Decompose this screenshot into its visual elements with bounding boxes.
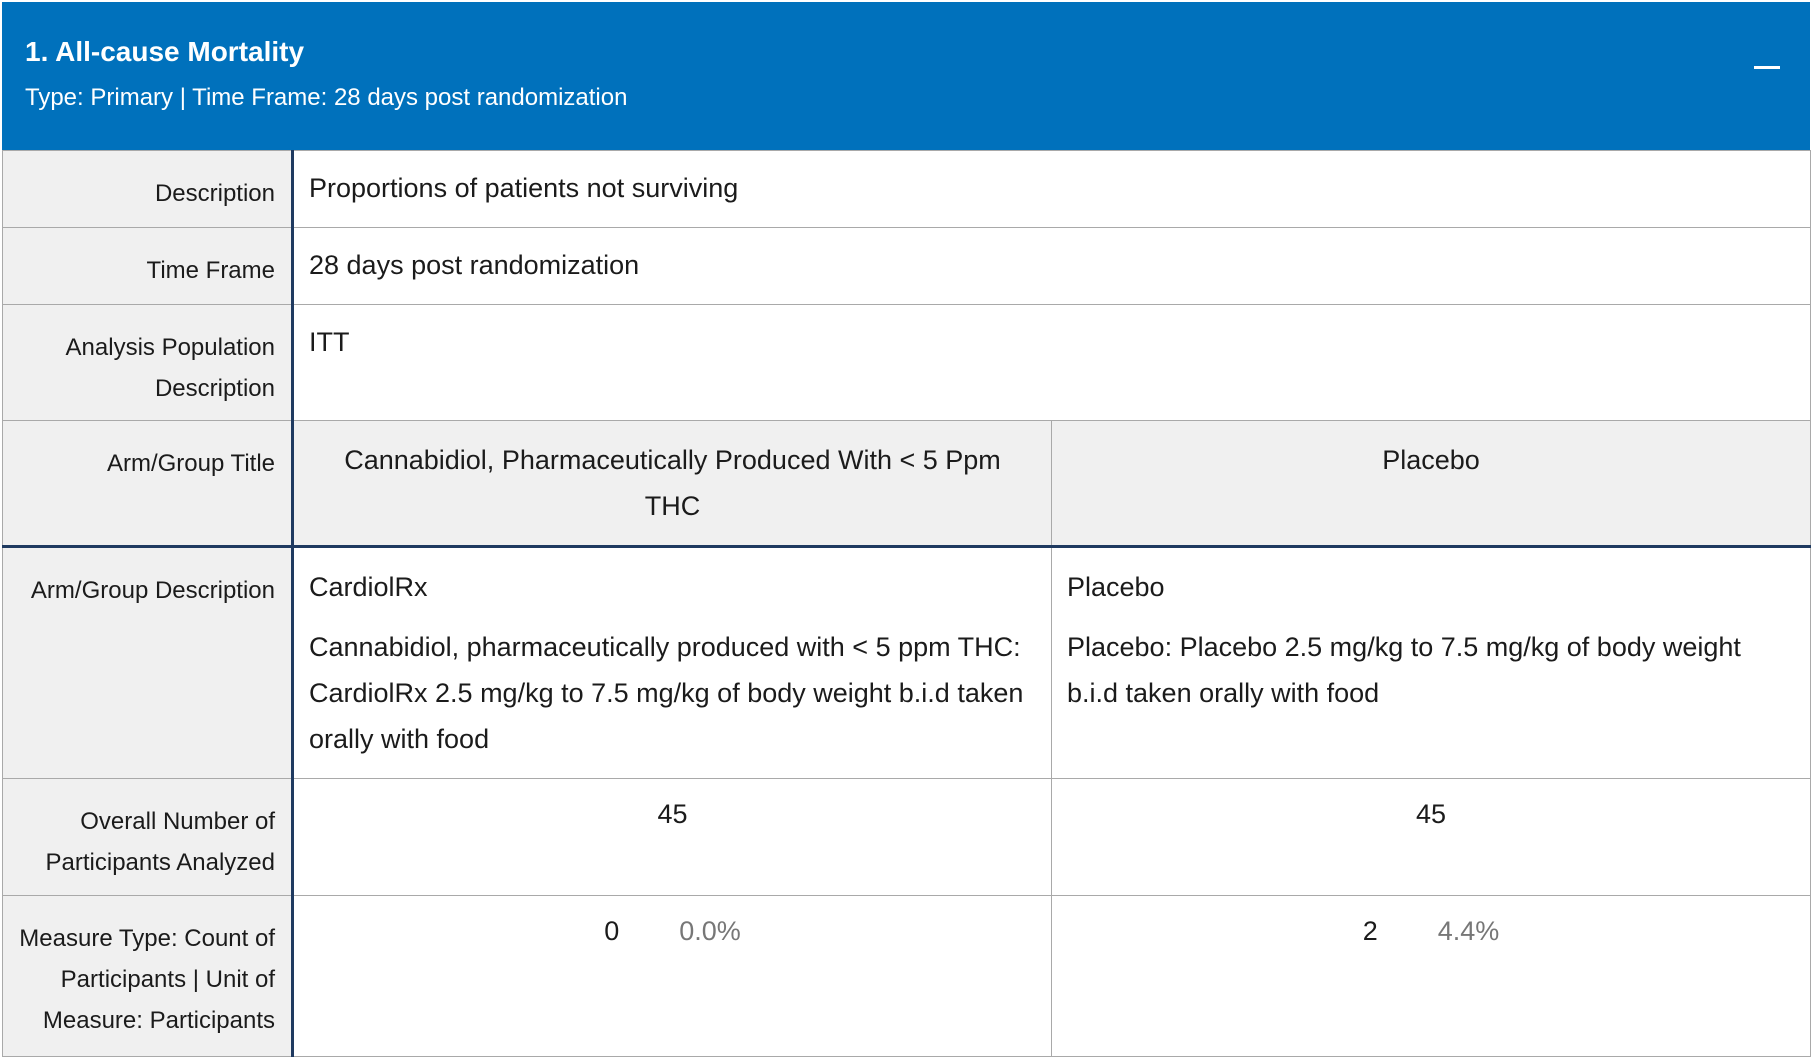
row-label-description: Description: [2, 150, 294, 228]
row-label-time-frame: Time Frame: [2, 227, 294, 305]
overall-count-placebo: 45: [1050, 778, 1812, 896]
table-row: Description Proportions of patients not …: [2, 150, 1812, 228]
measure-percent: 0.0%: [679, 916, 741, 946]
arm-title-cannabidiol: Cannabidiol, Pharmaceutically Produced W…: [292, 420, 1052, 548]
row-label-measure: Measure Type: Count of Participants | Un…: [2, 895, 294, 1057]
outcome-title: 1. All-cause Mortality: [25, 36, 305, 67]
table-row: Measure Type: Count of Participants | Un…: [2, 895, 1812, 1057]
description-value: Proportions of patients not surviving: [291, 150, 1812, 228]
row-label-overall: Overall Number of Participants Analyzed: [2, 778, 294, 896]
measure-cell-placebo: 2 4.4%: [1050, 895, 1812, 1057]
measure-count: 0: [604, 916, 620, 946]
measure-count: 2: [1362, 916, 1378, 946]
outcome-subtitle: Type: Primary | Time Frame: 28 days post…: [25, 84, 628, 111]
table-row: Arm/Group Description CardiolRx Cannabid…: [2, 546, 1812, 779]
row-label-arm-description: Arm/Group Description: [2, 546, 294, 779]
arm-description-cannabidiol: CardiolRx Cannabidiol, pharmaceutically …: [292, 546, 1052, 779]
table-row: Arm/Group Title Cannabidiol, Pharmaceuti…: [2, 420, 1812, 548]
arm-name: CardiolRx: [309, 572, 428, 602]
arm-title-placebo: Placebo: [1050, 420, 1812, 548]
table-row: Time Frame 28 days post randomization: [2, 227, 1812, 305]
arm-name: Placebo: [1067, 572, 1165, 602]
minus-icon[interactable]: [1754, 66, 1780, 69]
arm-description-placebo: Placebo Placebo: Placebo 2.5 mg/kg to 7.…: [1050, 546, 1812, 779]
time-frame-value: 28 days post randomization: [291, 227, 1812, 305]
outcome-header[interactable]: 1. All-cause Mortality Type: Primary | T…: [2, 2, 1810, 150]
row-label-population: Analysis Population Description: [2, 304, 294, 421]
measure-percent: 4.4%: [1437, 916, 1500, 946]
measure-cell-cannabidiol: 0 0.0%: [292, 895, 1052, 1057]
table-row: Overall Number of Participants Analyzed …: [2, 778, 1812, 896]
overall-count-cannabidiol: 45: [292, 778, 1052, 896]
population-value: ITT: [291, 304, 1812, 421]
row-label-arm-title: Arm/Group Title: [2, 420, 294, 548]
table-row: Analysis Population Description ITT: [2, 304, 1812, 421]
arm-text: Placebo: Placebo 2.5 mg/kg to 7.5 mg/kg …: [1067, 632, 1741, 708]
outcome-table: Description Proportions of patients not …: [2, 150, 1812, 1057]
arm-text: Cannabidiol, pharmaceutically produced w…: [309, 632, 1024, 754]
